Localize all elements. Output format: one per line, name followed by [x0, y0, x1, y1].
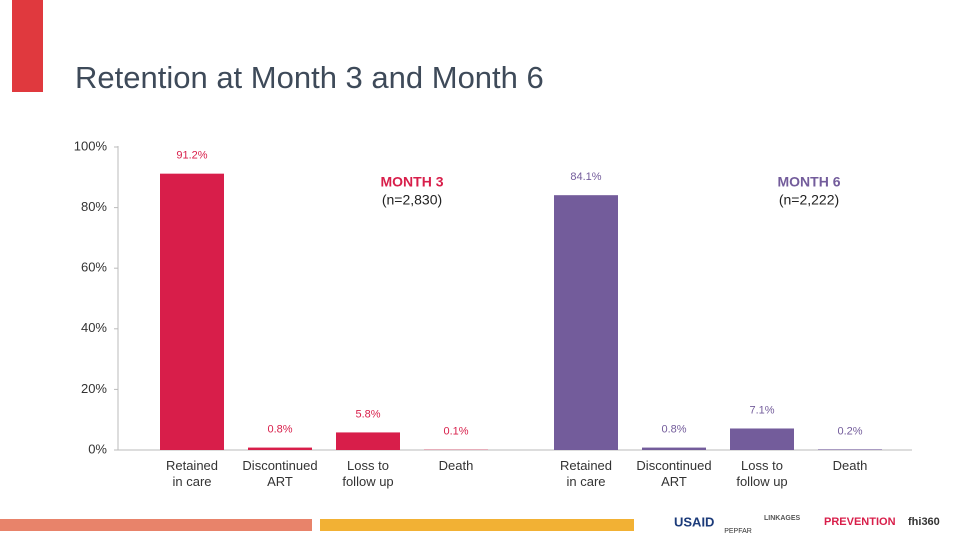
value-label: 91.2% — [176, 150, 207, 162]
x-tick-label: Retained in care — [165, 458, 219, 489]
logo: fhi360 — [908, 516, 940, 528]
slide-title: Retention at Month 3 and Month 6 — [75, 60, 544, 95]
x-tick-label: Death — [832, 458, 868, 473]
bar — [818, 449, 882, 450]
value-label: 0.1% — [443, 426, 468, 438]
logo: USAID — [674, 514, 714, 529]
y-tick-label: 20% — [81, 381, 107, 396]
value-label: 5.8% — [355, 408, 380, 420]
bar — [160, 173, 224, 450]
bar — [248, 447, 312, 450]
bar — [642, 447, 706, 450]
y-tick-label: 0% — [88, 441, 107, 456]
group-subtitle: (n=2,830) — [382, 192, 442, 208]
x-tick-label: Death — [438, 458, 474, 473]
y-tick-label: 60% — [81, 260, 107, 275]
value-label: 84.1% — [570, 171, 601, 183]
x-tick-label: Loss to follow up — [342, 458, 394, 489]
value-label: 7.1% — [749, 404, 774, 416]
x-tick-label: Discontinued ART — [636, 458, 712, 489]
x-tick-label: Retained in care — [559, 458, 613, 489]
y-tick-label: 100% — [74, 138, 108, 153]
footer-stripe — [0, 519, 312, 531]
y-tick-label: 40% — [81, 320, 107, 335]
logo: PEPFAR — [724, 528, 752, 535]
logo: PREVENTION — [824, 516, 896, 528]
value-label: 0.8% — [267, 423, 292, 435]
bar — [554, 195, 618, 450]
y-tick-label: 80% — [81, 199, 107, 214]
group-subtitle: (n=2,222) — [779, 192, 839, 208]
group-title: MONTH 3 — [381, 174, 444, 190]
logo: LINKAGES — [764, 515, 801, 522]
value-label: 0.2% — [837, 425, 862, 437]
value-label: 0.8% — [661, 423, 686, 435]
x-tick-label: Loss to follow up — [736, 458, 788, 489]
bar — [730, 428, 794, 450]
footer-stripe — [320, 519, 634, 531]
x-tick-label: Discontinued ART — [242, 458, 318, 489]
accent-bar — [12, 0, 43, 92]
group-title: MONTH 6 — [778, 174, 841, 190]
bar — [336, 432, 400, 450]
